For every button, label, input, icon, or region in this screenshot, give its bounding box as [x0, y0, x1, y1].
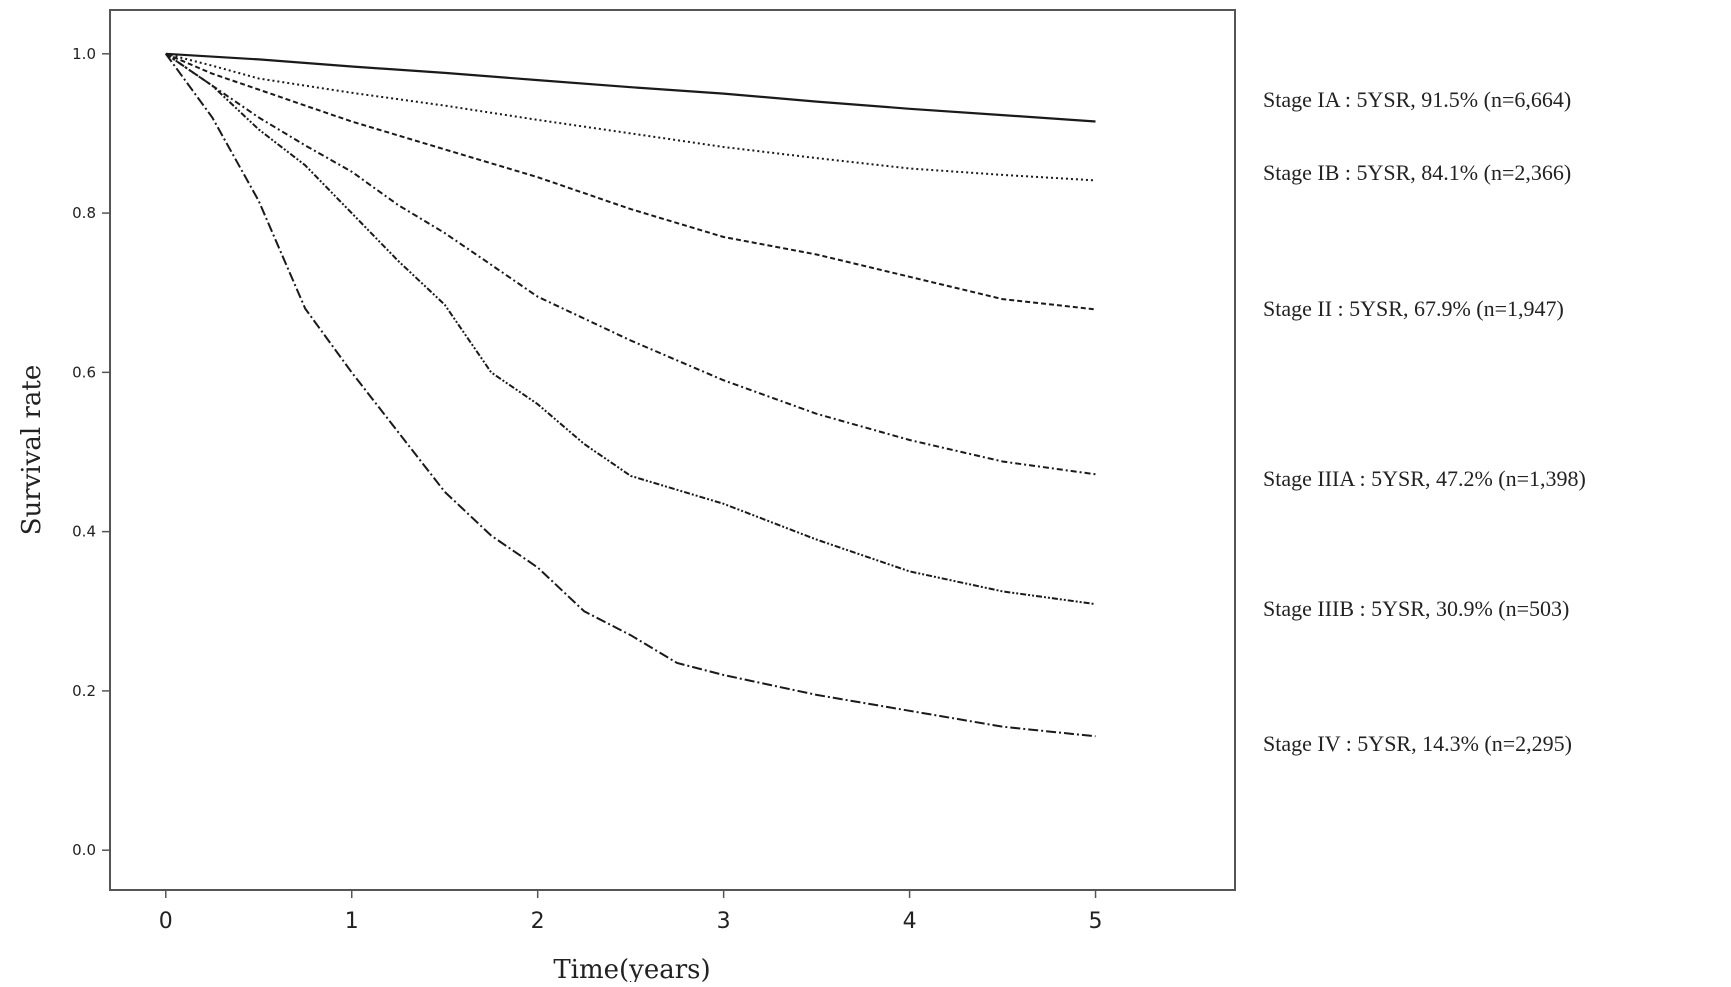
y-tick-label: 0.2 — [72, 682, 96, 700]
y-axis-ticks: 0.0 0.2 0.4 0.6 0.8 1.0 — [72, 45, 110, 859]
survival-curve-3 — [165, 52, 1096, 311]
x-tick-label: 5 — [1089, 909, 1103, 934]
x-tick-label: 3 — [717, 909, 731, 934]
series-label: Stage IA : 5YSR, 91.5% (n=6,664) — [1263, 87, 1571, 112]
series-label: Stage IIIB : 5YSR, 30.9% (n=503) — [1263, 596, 1569, 621]
survival-curve-5 — [165, 52, 1096, 606]
series-label: Stage IV : 5YSR, 14.3% (n=2,295) — [1263, 731, 1572, 756]
y-tick-label: 0.0 — [72, 841, 96, 859]
survival-curve-1 — [165, 52, 1096, 123]
y-tick-label: 0.8 — [72, 204, 96, 222]
survival-curve-6 — [164, 53, 1096, 738]
y-tick-label: 0.6 — [72, 363, 96, 381]
x-tick-label: 0 — [159, 909, 173, 934]
plot-frame — [109, 9, 1236, 891]
x-tick-label: 1 — [345, 909, 359, 934]
survival-curve-4 — [165, 52, 1096, 476]
series-labels: Stage IA : 5YSR, 91.5% (n=6,664) Stage IB… — [1263, 87, 1586, 756]
x-axis-title: Time(years) — [553, 955, 710, 982]
series-label: Stage IIIA : 5YSR, 47.2% (n=1,398) — [1263, 466, 1586, 491]
x-tick-label: 4 — [903, 909, 917, 934]
x-axis-ticks: 0 1 2 3 4 5 — [159, 890, 1103, 934]
series-label: Stage IB : 5YSR, 84.1% (n=2,366) — [1263, 160, 1571, 185]
series-label: Stage II : 5YSR, 67.9% (n=1,947) — [1263, 296, 1564, 321]
x-tick-label: 2 — [531, 909, 545, 934]
y-tick-label: 1.0 — [72, 45, 96, 63]
survival-curve-2 — [165, 52, 1096, 182]
survival-curves — [164, 52, 1096, 738]
y-axis-title: Survival rate — [17, 365, 47, 536]
y-tick-label: 0.4 — [72, 523, 96, 541]
